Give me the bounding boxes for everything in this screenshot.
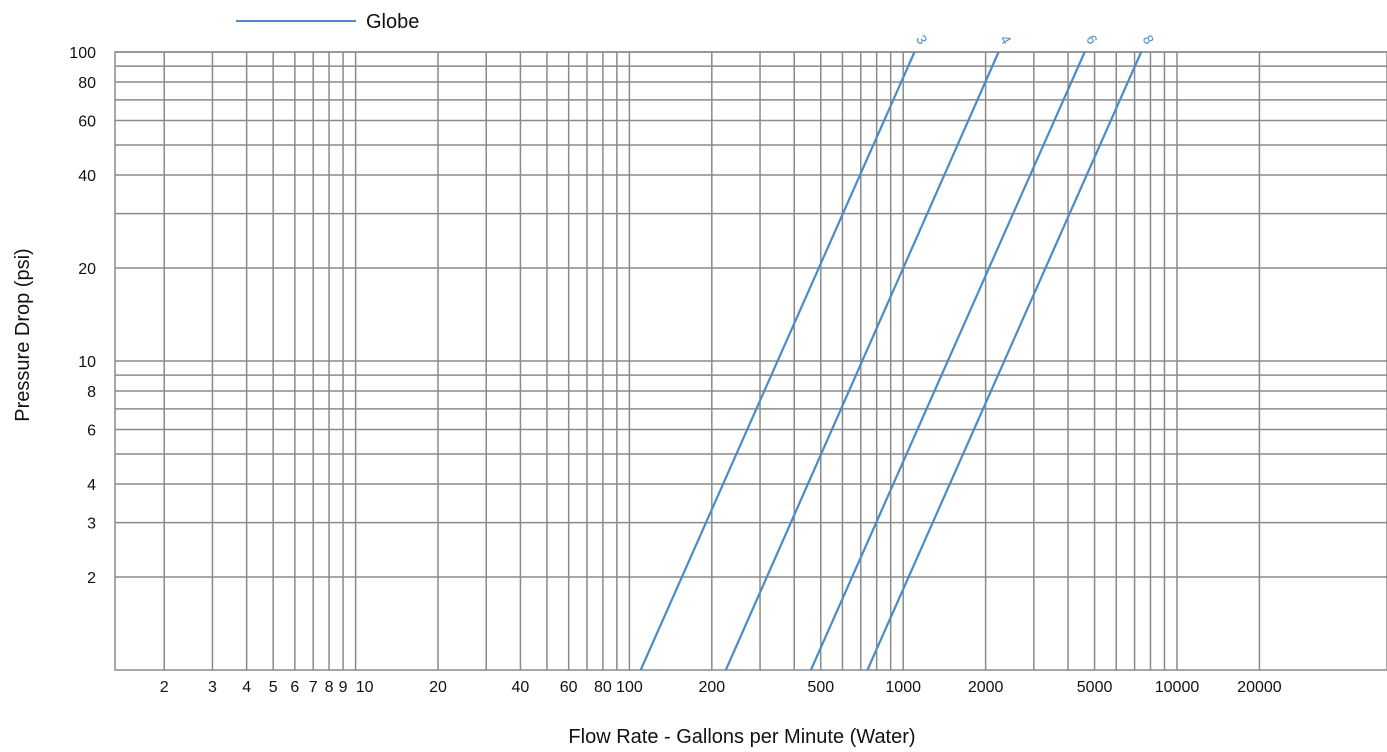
- x-tick-label: 4: [242, 679, 251, 696]
- x-tick-label: 80: [594, 679, 612, 696]
- x-tick-label: 100: [616, 679, 643, 696]
- y-tick-label: 3: [87, 516, 96, 533]
- series-lines: 3 4 6 8: [639, 32, 1158, 671]
- x-axis-title: Flow Rate - Gallons per Minute (Water): [568, 726, 915, 748]
- x-tick-label: 2: [160, 679, 169, 696]
- x-tick-label: 10000: [1155, 679, 1200, 696]
- series-label-6: 6: [1083, 32, 1101, 47]
- plot-frame: [114, 51, 1387, 671]
- series-line-6: [809, 51, 1086, 671]
- x-tick-label: 40: [512, 679, 530, 696]
- x-tick-label: 200: [698, 679, 725, 696]
- x-tick-label: 7: [309, 679, 318, 696]
- y-tick-label: 4: [87, 477, 96, 494]
- y-tick-label: 80: [78, 75, 96, 92]
- x-tick-label: 1000: [885, 679, 921, 696]
- x-tick-label: 500: [807, 679, 834, 696]
- y-tick-label: 2: [87, 570, 96, 587]
- series-label-4: 4: [997, 32, 1015, 47]
- y-tick-label: 100: [69, 45, 96, 62]
- series-line-3: [639, 51, 916, 671]
- y-tick-label: 60: [78, 114, 96, 131]
- x-tick-label: 9: [339, 679, 348, 696]
- y-axis-ticks: 2 3 4 6 8 10 20 40 60 80 100: [69, 45, 96, 587]
- y-tick-label: 40: [78, 168, 96, 185]
- series-label-3: 3: [913, 32, 931, 47]
- legend-label: Globe: [366, 11, 419, 33]
- y-tick-label: 20: [78, 261, 96, 278]
- series-label-8: 8: [1140, 32, 1158, 47]
- x-tick-label: 2000: [968, 679, 1004, 696]
- x-tick-label: 6: [290, 679, 299, 696]
- x-tick-label: 3: [208, 679, 217, 696]
- series-line-4: [724, 51, 1000, 671]
- x-axis-ticks: 2 3 4 5 6 7 8 9 10 20 40 60 80 100 200 500 1000 2000 5000 1…: [160, 679, 1282, 696]
- y-axis-title: Pressure Drop (psi): [12, 248, 34, 421]
- x-tick-label: 5: [269, 679, 278, 696]
- y-tick-label: 10: [78, 354, 96, 371]
- x-tick-label: 5000: [1077, 679, 1113, 696]
- y-tick-label: 6: [87, 423, 96, 440]
- x-tick-label: 10: [356, 679, 374, 696]
- series-line-8: [866, 51, 1143, 671]
- grid: [115, 51, 1387, 670]
- x-tick-label: 8: [325, 679, 334, 696]
- y-tick-label: 8: [87, 384, 96, 401]
- legend: Globe: [236, 11, 419, 33]
- x-tick-label: 60: [560, 679, 578, 696]
- x-tick-label: 20: [429, 679, 447, 696]
- x-tick-label: 20000: [1237, 679, 1282, 696]
